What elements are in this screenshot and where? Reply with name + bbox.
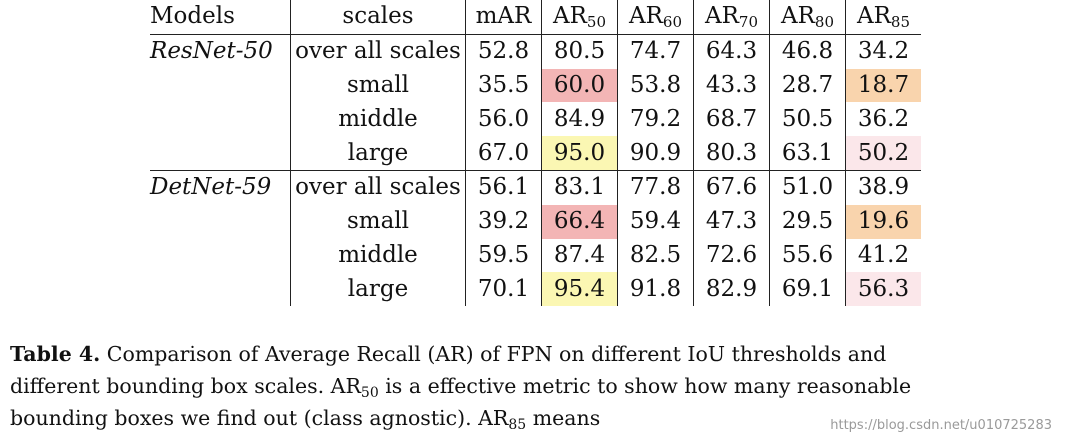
scale-cell: middle — [290, 238, 466, 273]
value-cell: 29.5 — [769, 204, 846, 239]
header-models: Models — [150, 0, 291, 35]
table-row: large 67.0 95.0 90.9 80.3 63.1 50.2 — [150, 136, 921, 171]
caption-label: Table 4. — [10, 342, 101, 366]
value-cell: 80.3 — [693, 136, 770, 171]
scale-cell: large — [290, 272, 466, 307]
table-caption: Table 4. Comparison of Average Recall (A… — [10, 338, 1065, 434]
highlighted-value-cell: 95.4 — [541, 272, 618, 307]
watermark: https://blog.csdn.net/u010725283 — [826, 416, 1056, 435]
value-cell: 53.8 — [617, 68, 694, 103]
value-cell: 64.3 — [693, 34, 770, 69]
value-cell: 34.2 — [845, 34, 921, 69]
table-row: middle 56.0 84.9 79.2 68.7 50.5 36.2 — [150, 102, 921, 137]
header-ar85: AR85 — [845, 0, 921, 35]
value-cell: 79.2 — [617, 102, 694, 137]
table-row: middle 59.5 87.4 82.5 72.6 55.6 41.2 — [150, 238, 921, 273]
value-cell: 36.2 — [845, 102, 921, 137]
value-cell: 55.6 — [769, 238, 846, 273]
highlighted-value-cell: 60.0 — [541, 68, 618, 103]
value-cell: 80.5 — [541, 34, 618, 69]
value-cell: 91.8 — [617, 272, 694, 307]
value-cell: 46.8 — [769, 34, 846, 69]
header-mar: mAR — [465, 0, 542, 35]
highlighted-value-cell: 18.7 — [845, 68, 921, 103]
scale-cell: over all scales — [290, 169, 466, 205]
value-cell: 72.6 — [693, 238, 770, 273]
scale-cell: large — [290, 136, 466, 171]
value-cell: 39.2 — [465, 204, 542, 239]
highlighted-value-cell: 19.6 — [845, 204, 921, 239]
highlighted-value-cell: 50.2 — [845, 136, 921, 171]
header-ar80: AR80 — [769, 0, 846, 35]
value-cell: 82.5 — [617, 238, 694, 273]
table-row: small 39.2 66.4 59.4 47.3 29.5 19.6 — [150, 204, 921, 239]
highlighted-value-cell: 95.0 — [541, 136, 618, 171]
scale-cell: over all scales — [290, 34, 466, 69]
value-cell: 35.5 — [465, 68, 542, 103]
value-cell: 59.5 — [465, 238, 542, 273]
value-cell: 67.0 — [465, 136, 542, 171]
scale-cell: small — [290, 68, 466, 103]
results-table: Models scales mAR AR50 AR60 AR70 AR80 AR… — [150, 0, 921, 307]
value-cell: 84.9 — [541, 102, 618, 137]
value-cell: 77.8 — [617, 169, 694, 205]
value-cell: 69.1 — [769, 272, 846, 307]
model-name: DetNet-59 — [150, 169, 291, 205]
value-cell: 87.4 — [541, 238, 618, 273]
table-row: large 70.1 95.4 91.8 82.9 69.1 56.3 — [150, 272, 921, 307]
header-scales: scales — [290, 0, 466, 35]
value-cell: 43.3 — [693, 68, 770, 103]
value-cell: 51.0 — [769, 169, 846, 205]
header-ar70: AR70 — [693, 0, 770, 35]
value-cell: 63.1 — [769, 136, 846, 171]
scale-cell: middle — [290, 102, 466, 137]
value-cell: 50.5 — [769, 102, 846, 137]
value-cell: 52.8 — [465, 34, 542, 69]
table-row: ResNet-50 over all scales 52.8 80.5 74.7… — [150, 34, 921, 69]
value-cell: 83.1 — [541, 169, 618, 205]
value-cell: 74.7 — [617, 34, 694, 69]
header-ar50: AR50 — [541, 0, 618, 35]
caption-line-1: Table 4. Comparison of Average Recall (A… — [10, 342, 887, 366]
table-row: DetNet-59 over all scales 56.1 83.1 77.8… — [150, 169, 921, 205]
model-name: ResNet-50 — [150, 38, 273, 65]
value-cell: 59.4 — [617, 204, 694, 239]
header-row: Models scales mAR AR50 AR60 AR70 AR80 AR… — [150, 0, 921, 35]
value-cell: 56.0 — [465, 102, 542, 137]
value-cell: 82.9 — [693, 272, 770, 307]
value-cell: 38.9 — [845, 169, 921, 205]
value-cell: 70.1 — [465, 272, 542, 307]
value-cell: 67.6 — [693, 169, 770, 205]
scale-cell: small — [290, 204, 466, 239]
value-cell: 90.9 — [617, 136, 694, 171]
header-ar60: AR60 — [617, 0, 694, 35]
value-cell: 28.7 — [769, 68, 846, 103]
value-cell: 47.3 — [693, 204, 770, 239]
value-cell: 56.1 — [465, 169, 542, 205]
caption-line-3: bounding boxes we find out (class agnost… — [10, 406, 601, 433]
table-row: small 35.5 60.0 53.8 43.3 28.7 18.7 — [150, 68, 921, 103]
highlighted-value-cell: 56.3 — [845, 272, 921, 307]
value-cell: 68.7 — [693, 102, 770, 137]
value-cell: 41.2 — [845, 238, 921, 273]
caption-line-2: different bounding box scales. AR50 is a… — [10, 374, 912, 401]
highlighted-value-cell: 66.4 — [541, 204, 618, 239]
